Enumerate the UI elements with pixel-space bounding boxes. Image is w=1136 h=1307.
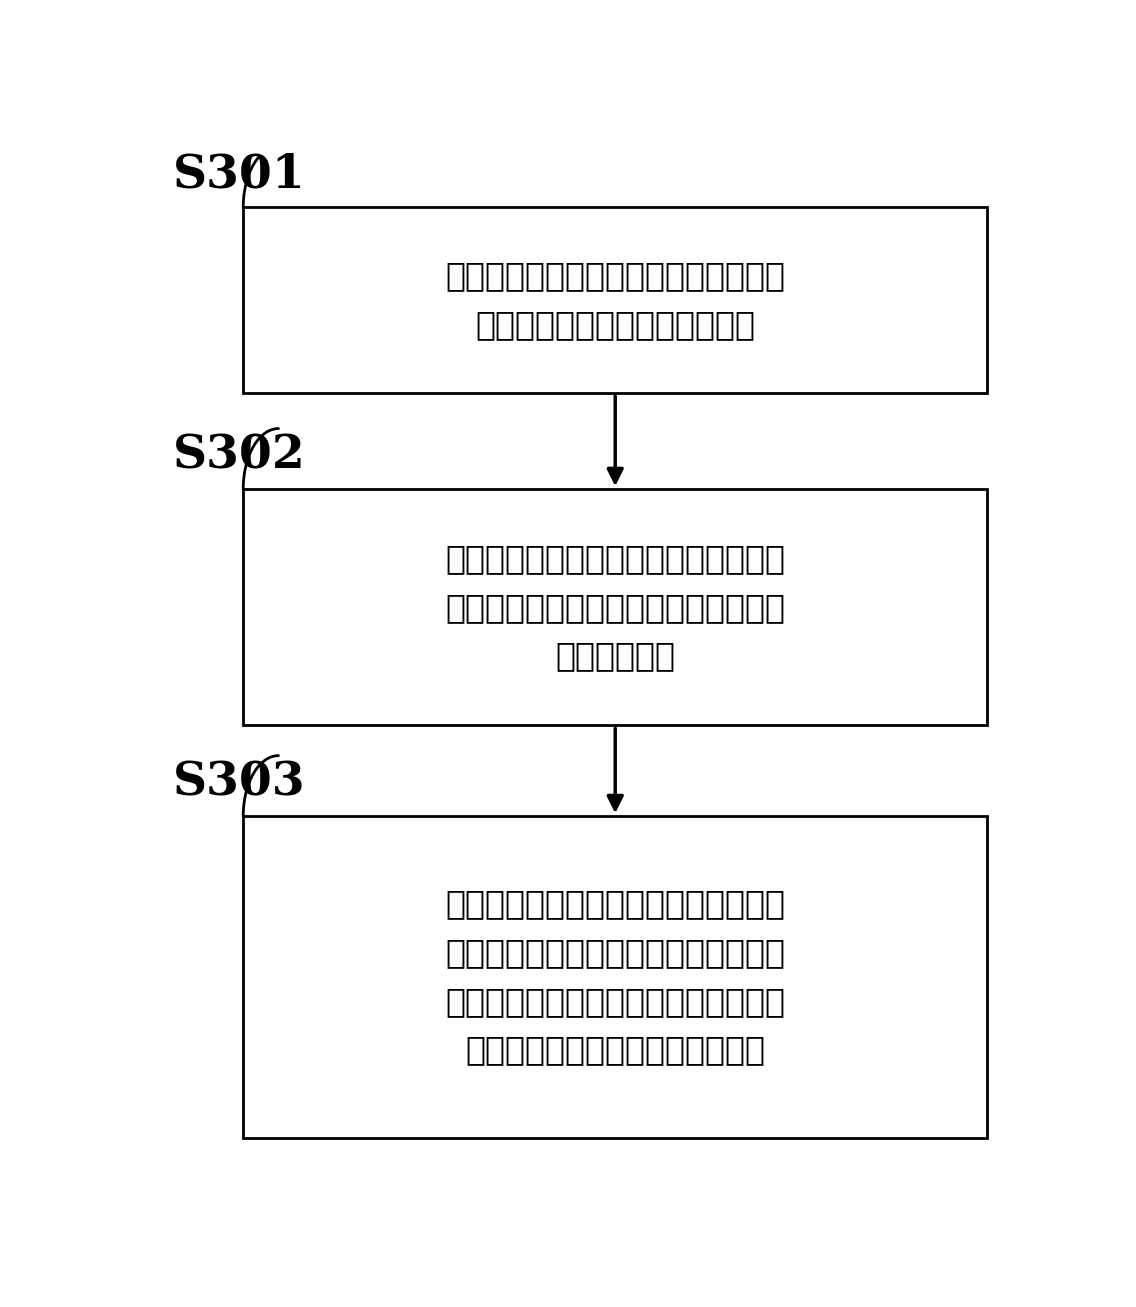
Bar [243, 207, 987, 393]
Text: 将所述控制电压加载到所述电动机的定
子线圈以产生仅沿该电动机的转子磁场
方向形成磁场的电流，从而通过该定子
线圈的热损耗对所述电池进行加热: 将所述控制电压加载到所述电动机的定 子线圈以产生仅沿该电动机的转子磁场 方向形成… [445, 887, 785, 1067]
Text: S301: S301 [173, 152, 306, 197]
Text: S302: S302 [173, 433, 306, 478]
Text: 根据所述脉冲宽度调制信号，控制所述
电动汽车的逆变器的开关元件的通断以
输出控制电压: 根据所述脉冲宽度调制信号，控制所述 电动汽车的逆变器的开关元件的通断以 输出控制… [445, 542, 785, 672]
Text: 根据所述电动汽车的电动机的转子的当
前位置，计算脉冲宽度调制信号: 根据所述电动汽车的电动机的转子的当 前位置，计算脉冲宽度调制信号 [445, 260, 785, 341]
Bar [243, 489, 987, 725]
Text: S303: S303 [173, 759, 306, 806]
Bar [243, 816, 987, 1138]
